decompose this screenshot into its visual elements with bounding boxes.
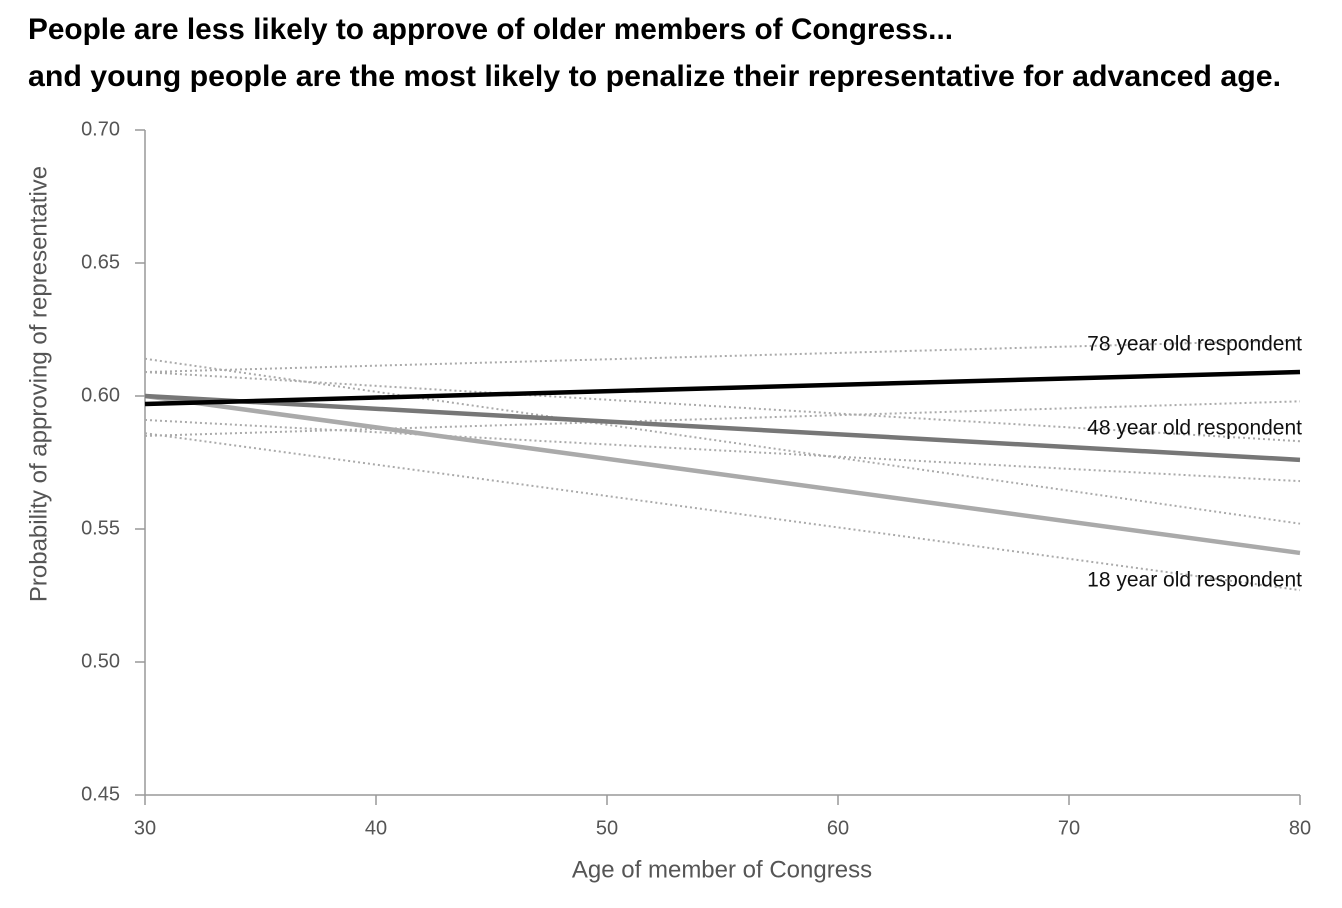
chart-subtitle: and young people are the most likely to … <box>28 60 1281 93</box>
series-label: 48 year old respondent <box>1087 417 1302 440</box>
series-line <box>144 369 1301 407</box>
x-tick-label: 40 <box>365 817 387 839</box>
x-axis-label: Age of member of Congress <box>572 856 872 883</box>
series-line <box>144 393 1301 463</box>
y-tick-label: 0.70 <box>81 118 120 140</box>
x-tick-label: 60 <box>827 817 849 839</box>
y-tick-label: 0.55 <box>81 517 120 539</box>
series-label: 18 year old respondent <box>1087 569 1302 592</box>
series-label: 78 year old respondent <box>1087 333 1302 356</box>
x-tick-label: 80 <box>1289 817 1311 839</box>
y-tick-label: 0.45 <box>81 783 120 805</box>
y-tick-label: 0.50 <box>81 650 120 672</box>
x-tick-label: 30 <box>134 817 156 839</box>
x-tick-label: 70 <box>1058 817 1080 839</box>
y-tick-label: 0.65 <box>81 251 120 273</box>
confidence-bound <box>144 432 1301 592</box>
y-axis-label: Probability of approving of representati… <box>25 166 52 602</box>
series-line <box>144 393 1301 556</box>
y-tick-label: 0.60 <box>81 384 120 406</box>
chart-title: People are less likely to approve of old… <box>28 13 953 46</box>
confidence-bound <box>144 357 1301 525</box>
x-tick-label: 50 <box>596 817 618 839</box>
